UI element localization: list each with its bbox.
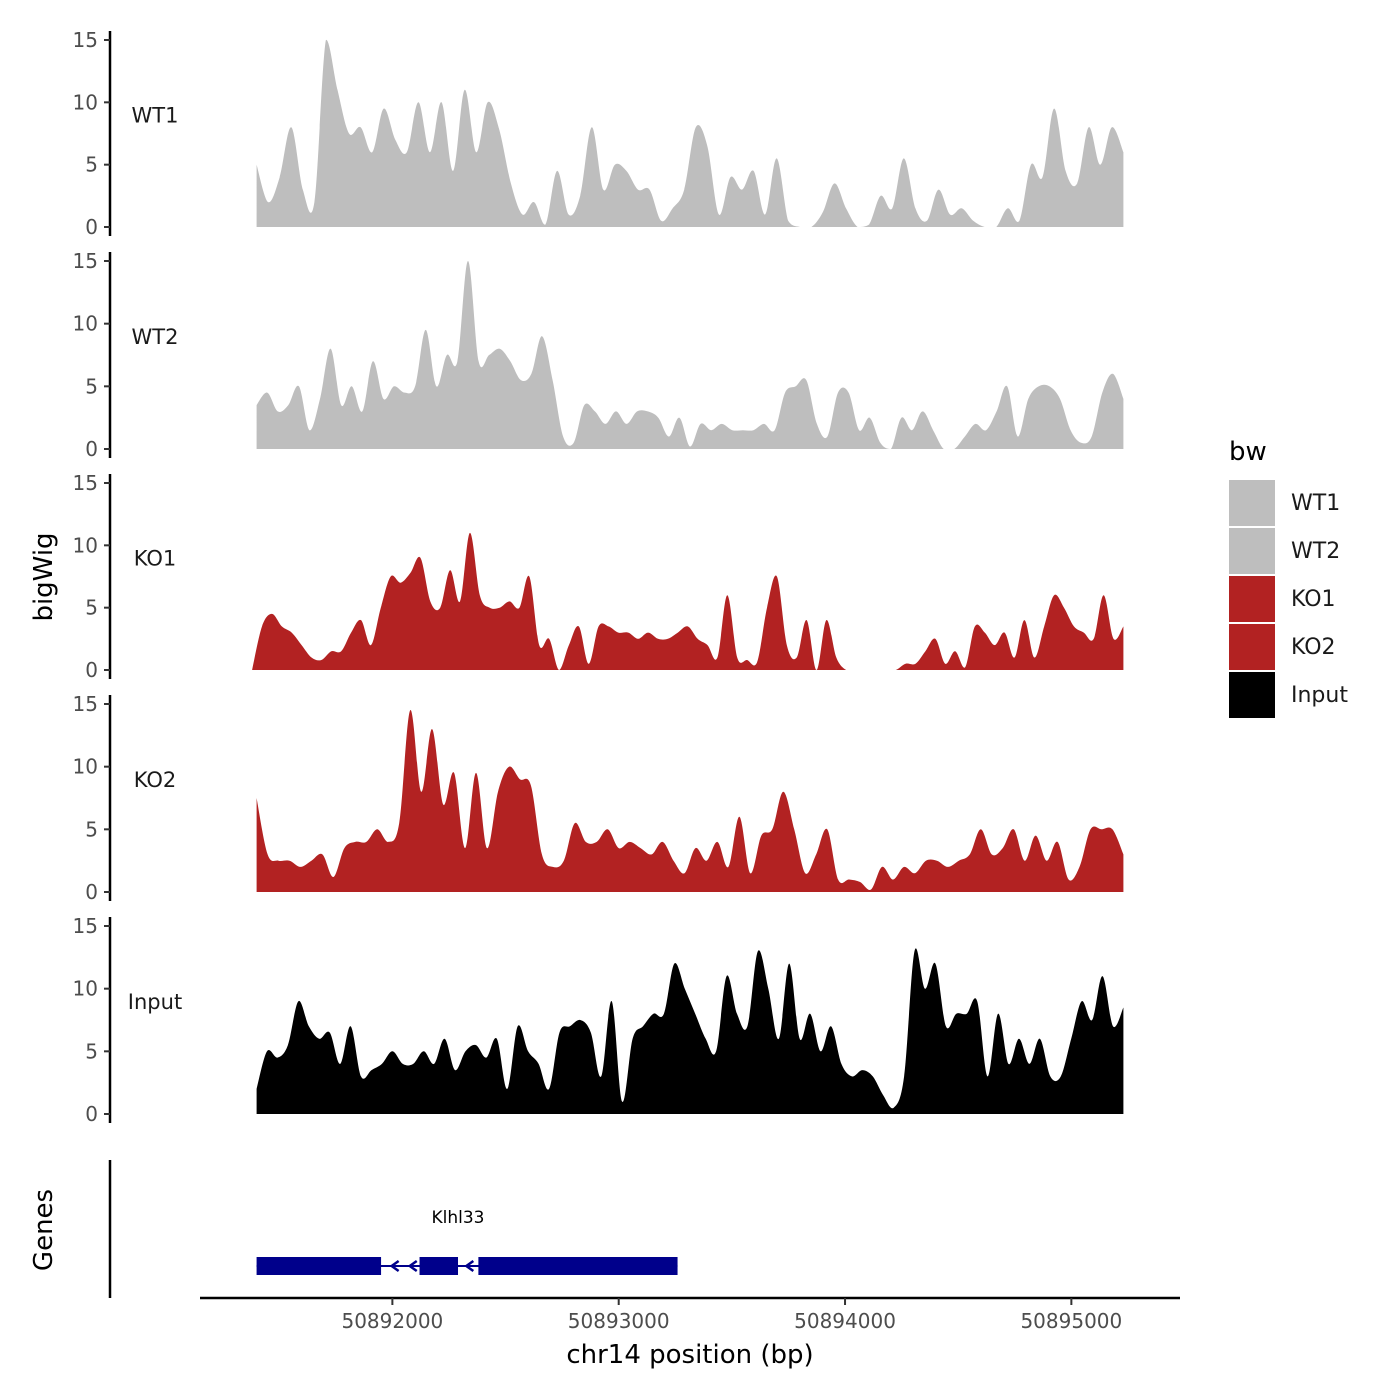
genes-panel-title: Genes — [29, 1189, 59, 1271]
x-tick-label: 50892000 — [341, 1309, 443, 1333]
y-tick-label: 5 — [85, 817, 98, 841]
gene-exon — [419, 1257, 459, 1275]
legend-swatch-wt1 — [1229, 480, 1275, 526]
y-tick-label: 0 — [85, 437, 98, 461]
gene-exon — [478, 1257, 678, 1275]
y-tick-label: 15 — [73, 249, 98, 273]
legend-label-wt2: WT2 — [1291, 539, 1340, 564]
track-label: Input — [128, 990, 182, 1014]
area-wt1 — [256, 39, 1124, 227]
track-label: KO2 — [134, 768, 177, 792]
track-wt2: 0 5 10 15 WT2 — [73, 249, 1124, 461]
x-tick-label: 50893000 — [568, 1309, 670, 1333]
legend-label-wt1: WT1 — [1291, 491, 1340, 516]
area-ko2 — [256, 710, 1124, 892]
y-tick-label: 15 — [73, 28, 98, 52]
legend-label-input: Input — [1291, 683, 1348, 708]
x-tick-label: 50895000 — [1020, 1309, 1122, 1333]
x-axis-title: chr14 position (bp) — [566, 1340, 813, 1370]
gene-exon — [256, 1257, 382, 1275]
y-tick-label: 10 — [73, 533, 98, 557]
legend-swatch-input — [1229, 672, 1275, 718]
y-tick-label: 0 — [85, 215, 98, 239]
gene-label: Klhl33 — [431, 1208, 484, 1228]
area-ko1 — [252, 532, 1124, 670]
area-input — [256, 948, 1124, 1114]
y-tick-label: 0 — [85, 880, 98, 904]
x-axis: 50892000 50893000 50894000 50895000 — [200, 1296, 1180, 1333]
coverage-tracks: 0 5 10 15 WT1 0 5 10 15 WT2 0 5 10 15 KO1 0 5 10 15 KO2 0 5 10… — [73, 28, 1124, 1126]
y-tick-label: 5 — [85, 596, 98, 620]
legend: bw WT1 WT2 KO1 KO2 Input — [1229, 437, 1348, 718]
y-tick-label: 10 — [73, 755, 98, 779]
y-tick-label: 10 — [73, 90, 98, 114]
y-tick-label: 0 — [85, 658, 98, 682]
track-input: 0 5 10 15 Input — [73, 914, 1124, 1126]
legend-swatch-wt2 — [1229, 528, 1275, 574]
track-ko1: 0 5 10 15 KO1 — [73, 471, 1124, 682]
strand-arrow — [389, 1259, 400, 1273]
track-label: KO1 — [134, 547, 177, 571]
y-tick-label: 5 — [85, 374, 98, 398]
strand-arrow — [464, 1259, 475, 1273]
track-wt1: 0 5 10 15 WT1 — [73, 28, 1124, 239]
legend-swatch-ko1 — [1229, 576, 1275, 622]
y-tick-label: 10 — [73, 977, 98, 1001]
genes-panel: Klhl33 — [108, 1160, 678, 1298]
y-tick-label: 10 — [73, 312, 98, 336]
legend-label-ko1: KO1 — [1291, 587, 1336, 612]
area-wt2 — [256, 261, 1124, 449]
y-axis-title: bigWig — [29, 532, 59, 621]
y-tick-label: 15 — [73, 471, 98, 495]
track-label: WT1 — [132, 104, 179, 128]
y-tick-label: 5 — [85, 1039, 98, 1063]
y-tick-label: 0 — [85, 1102, 98, 1126]
y-tick-label: 15 — [73, 914, 98, 938]
track-label: WT2 — [132, 325, 179, 349]
strand-arrow — [407, 1259, 418, 1273]
x-tick-label: 50894000 — [794, 1309, 896, 1333]
y-tick-label: 5 — [85, 153, 98, 177]
legend-title: bw — [1229, 437, 1267, 467]
legend-swatch-ko2 — [1229, 624, 1275, 670]
track-ko2: 0 5 10 15 KO2 — [73, 692, 1124, 904]
legend-label-ko2: KO2 — [1291, 635, 1336, 660]
y-tick-label: 15 — [73, 692, 98, 716]
